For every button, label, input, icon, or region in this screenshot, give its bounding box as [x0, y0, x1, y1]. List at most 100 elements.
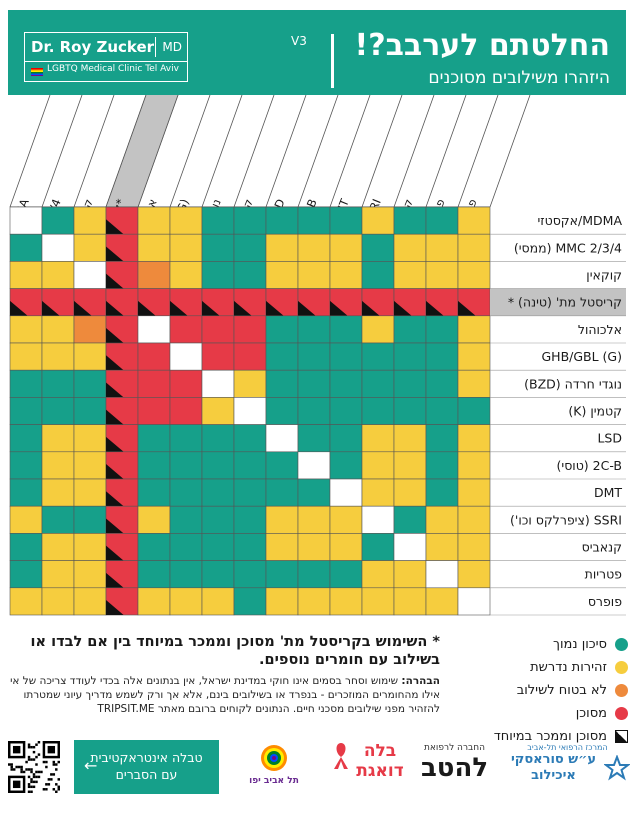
heatmap-cell — [265, 233, 299, 262]
addictive-marker — [106, 246, 124, 262]
heatmap-cell — [41, 342, 75, 371]
logo-md: MD — [155, 37, 182, 57]
heatmap-cells — [9, 206, 491, 616]
heatmap-cell — [425, 261, 459, 289]
row-label: DMT — [594, 485, 622, 500]
row-labels: MDMA/אקסטזי MMC 2/3/4 (ממסי) קוקאין קריסטל … — [490, 213, 626, 616]
heatmap-cell — [329, 424, 363, 453]
heatmap-cell — [457, 560, 491, 589]
heatmap-cell — [457, 424, 491, 453]
column-divider — [73, 95, 115, 207]
addictive-marker — [202, 300, 220, 316]
heatmap-cell — [361, 369, 395, 398]
heatmap-cell — [329, 369, 363, 398]
heatmap-cell — [169, 560, 203, 589]
heatmap-cell — [457, 587, 491, 616]
eichilov-logo: המרכז הרפואי תל-אביב ע״ש סוראסקי איכילוב — [505, 743, 630, 784]
heatmap-cell — [297, 261, 331, 289]
legend-item-unsafe: לא בטוח לשילוב — [448, 679, 628, 702]
addictive-marker — [106, 464, 124, 479]
heatmap-cell — [297, 560, 331, 589]
column-divider — [425, 95, 467, 207]
heatmap-cell — [169, 505, 203, 534]
heatmap-cell — [425, 478, 459, 507]
row-label: אלכוהול — [578, 322, 622, 337]
heatmap-cell — [297, 533, 331, 561]
pride-burst-icon — [261, 745, 287, 771]
disclaimer: הבהרה: שימוש וסחר בסמים אינו חוקי במדינת… — [10, 674, 440, 716]
heatmap-cell — [137, 505, 171, 534]
legend-item-addictive: מסוכן וממכר במיוחד — [448, 725, 628, 748]
heatmap-cell — [457, 451, 491, 480]
legend-label-dangerous: מסוכן — [575, 706, 607, 721]
heatmap-cell — [137, 451, 171, 480]
heatmap-cell — [41, 533, 75, 561]
logo-eichilov: ע״ש סוראסקי איכילוב — [510, 752, 597, 783]
heatmap-cell — [393, 560, 427, 589]
column-label: קוקאין — [70, 197, 95, 233]
heatmap-cell — [137, 315, 171, 344]
clinic-logo: Dr. Roy Zucker MD LGBTQ Medical Clinic T… — [24, 32, 188, 82]
heatmap-cell — [41, 233, 75, 262]
legend-label-low: סיכון נמוך — [553, 637, 607, 652]
heatmap-cell — [297, 505, 331, 534]
heatmap-cell — [457, 533, 491, 561]
heatmap-cell — [73, 451, 107, 480]
heatmap-cell — [457, 397, 491, 425]
addictive-marker — [362, 300, 380, 316]
column-divider — [41, 95, 83, 207]
addictive-marker — [106, 545, 124, 561]
column-label: SSRI — [361, 197, 384, 226]
addictive-marker — [458, 300, 476, 316]
heatmap-cell — [361, 533, 395, 561]
heatmap-cell — [361, 587, 395, 616]
legend-label-addictive: מסוכן וממכר במיוחד — [493, 729, 607, 744]
heatmap-cell — [233, 369, 267, 398]
heatmap-cell — [9, 369, 43, 398]
legend-label-caution: זהירות נדרשת — [530, 660, 607, 675]
heatmap-cell — [361, 397, 395, 425]
heatmap-cell — [169, 451, 203, 480]
heatmap-cell — [9, 587, 43, 616]
heatmap-cell — [169, 478, 203, 507]
row-label: LSD — [597, 431, 622, 446]
heatmap-cell — [297, 424, 331, 453]
logo-eichilov-small: המרכז הרפואי תל-אביב — [527, 743, 608, 752]
heatmap-cell — [393, 533, 427, 561]
title-divider — [331, 34, 334, 88]
heatmap-cell — [265, 478, 299, 507]
heatmap-cell — [233, 206, 267, 235]
heatmap-cell — [393, 424, 427, 453]
heatmap-cell — [137, 233, 171, 262]
heatmap-cell — [233, 342, 267, 371]
notes-section: * השימוש בקריסטל מת' מסוכן וממכר במיוחד … — [10, 633, 440, 716]
heatmap-cell — [169, 397, 203, 425]
heatmap-cell — [265, 424, 299, 453]
heatmap-cell — [137, 369, 171, 398]
logo-divider — [25, 61, 187, 62]
heatmap-cell — [393, 451, 427, 480]
heatmap-cell — [329, 560, 363, 589]
addictive-marker — [106, 600, 124, 615]
heatmap-cell — [73, 533, 107, 561]
heatmap-cell — [201, 315, 235, 344]
heatmap-cell — [361, 478, 395, 507]
heatmap-cell — [329, 342, 363, 371]
qr-code-icon[interactable] — [8, 741, 60, 793]
heatmap-cell — [169, 233, 203, 262]
legend-item-dangerous: מסוכן — [448, 702, 628, 725]
cta-line1: טבלה אינטראקטיבית — [90, 750, 203, 765]
column-divider — [457, 95, 499, 207]
heatmap-cell — [265, 587, 299, 616]
heatmap-cell — [73, 261, 107, 289]
heatmap-cell — [425, 369, 459, 398]
heatmap-cell — [265, 451, 299, 480]
heatmap-cell — [297, 206, 331, 235]
heatmap-cell — [233, 505, 267, 534]
interactive-table-button[interactable]: ← טבלה אינטראקטיבית עם הסברים — [74, 740, 219, 794]
addictive-marker — [106, 491, 124, 507]
logo-lehatev: להטב — [420, 753, 489, 783]
heatmap-cell — [297, 315, 331, 344]
legend-item-low: סיכון נמוך — [448, 633, 628, 656]
heatmap-cell — [265, 315, 299, 344]
